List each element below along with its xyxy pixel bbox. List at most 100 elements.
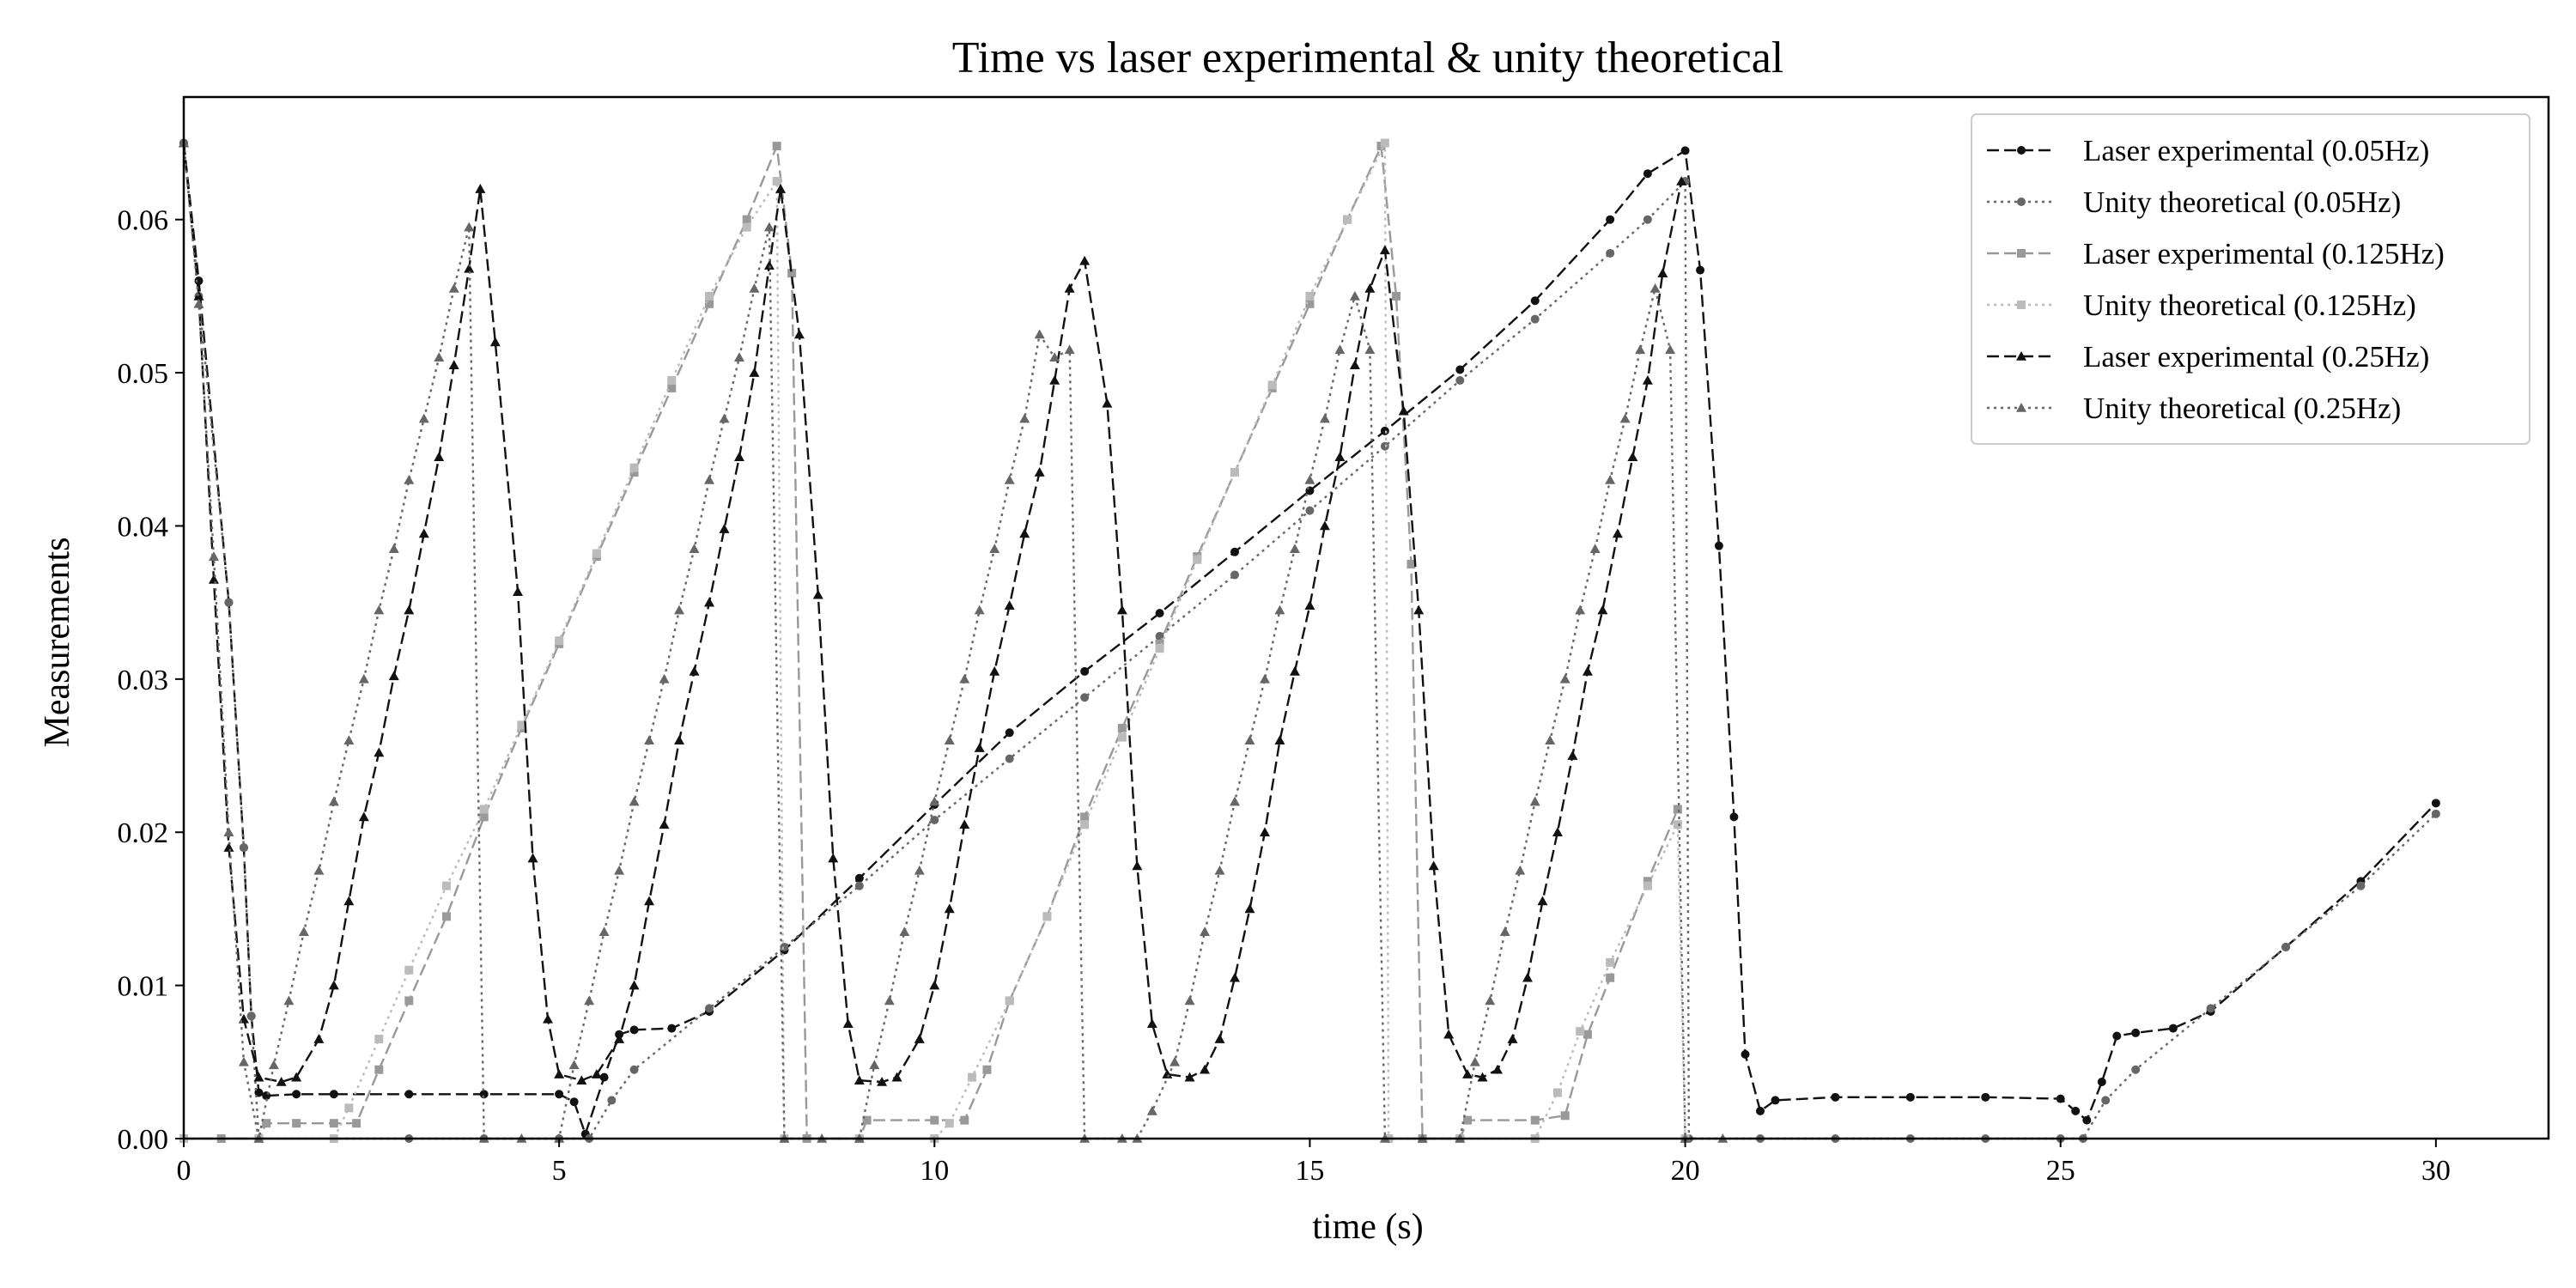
- data-point: [1184, 995, 1195, 1005]
- data-point: [1589, 544, 1601, 554]
- data-point: [442, 912, 451, 921]
- x-tick-label: 25: [2046, 1155, 2075, 1187]
- data-point: [854, 873, 864, 883]
- data-point: [246, 1012, 256, 1021]
- data-point: [1230, 547, 1239, 556]
- data-point: [2356, 881, 2366, 890]
- x-tick-label: 10: [920, 1155, 949, 1187]
- x-axis-label: time (s): [1312, 1207, 1423, 1247]
- data-point: [772, 142, 781, 151]
- legend-marker: [2016, 351, 2026, 361]
- series-5: [179, 137, 1687, 1086]
- data-point: [569, 1097, 579, 1107]
- data-point: [914, 865, 925, 875]
- y-tick-label: 0.01: [118, 971, 169, 1003]
- data-point: [1729, 812, 1739, 822]
- data-point: [283, 995, 295, 1005]
- data-point: [1413, 605, 1425, 615]
- data-point: [930, 815, 939, 824]
- data-point: [1627, 452, 1638, 461]
- data-point: [1406, 560, 1416, 569]
- data-point: [479, 805, 489, 814]
- data-point: [464, 222, 475, 232]
- data-point: [598, 927, 610, 936]
- data-point: [388, 544, 399, 554]
- data-point: [644, 896, 655, 906]
- data-point: [629, 468, 639, 477]
- legend-label: Laser experimental (0.125Hz): [2083, 237, 2445, 270]
- data-point: [313, 865, 325, 875]
- legend-entry: Unity theoretical (0.25Hz): [1987, 392, 2401, 425]
- data-point: [1597, 605, 1608, 615]
- data-point: [2097, 1077, 2106, 1086]
- data-point: [1643, 881, 1652, 890]
- data-point: [2101, 1096, 2111, 1105]
- legend-label: Unity theoretical (0.125Hz): [2083, 289, 2416, 322]
- x-tick-label: 5: [552, 1155, 567, 1187]
- data-point: [1492, 1064, 1503, 1074]
- data-point: [517, 720, 526, 730]
- data-point: [1665, 344, 1676, 355]
- data-point: [448, 360, 459, 369]
- data-point: [374, 1035, 384, 1044]
- data-point: [1643, 215, 1652, 224]
- data-point: [968, 1072, 976, 1082]
- data-point: [1567, 750, 1578, 760]
- data-point: [479, 812, 489, 822]
- data-point: [1193, 555, 1202, 564]
- data-point: [704, 474, 714, 484]
- data-point: [1552, 1088, 1562, 1097]
- data-point: [914, 1034, 925, 1043]
- series-5-line: [182, 143, 1683, 1084]
- data-point: [1515, 865, 1526, 875]
- data-point: [1530, 314, 1540, 324]
- data-point: [854, 1075, 865, 1085]
- data-point: [1042, 912, 1052, 921]
- data-point: [1305, 291, 1315, 301]
- data-point: [1259, 673, 1270, 683]
- data-point: [1049, 352, 1060, 362]
- data-point: [1380, 138, 1389, 148]
- data-point: [442, 881, 451, 890]
- data-point: [719, 413, 730, 423]
- data-point: [667, 376, 677, 386]
- data-point: [1635, 344, 1646, 355]
- data-point: [404, 1090, 414, 1099]
- data-point: [1117, 723, 1127, 732]
- data-point: [1289, 665, 1300, 676]
- data-point: [1463, 1115, 1473, 1125]
- data-point: [1184, 1072, 1195, 1082]
- data-point: [1499, 927, 1510, 936]
- data-point: [1905, 1092, 1915, 1102]
- axes-layer: 0 5 10 15 20 25 30 0.00 0.01 0.02 0.03 0.04 0.05 0.06: [118, 95, 2550, 1187]
- data-point: [772, 177, 781, 186]
- data-point: [644, 735, 655, 745]
- data-point: [329, 1090, 338, 1099]
- y-tick-label: 0.05: [118, 358, 169, 390]
- data-point: [854, 881, 864, 890]
- data-point: [1004, 600, 1015, 611]
- data-point: [1034, 467, 1045, 477]
- data-point: [1080, 666, 1090, 676]
- data-point: [1380, 426, 1389, 435]
- data-point: [705, 299, 714, 308]
- data-point: [418, 413, 429, 423]
- data-point: [674, 735, 685, 745]
- y-tick-label: 0.03: [118, 665, 169, 696]
- data-point: [576, 1075, 587, 1085]
- data-point: [1529, 796, 1540, 806]
- data-point: [1214, 1034, 1225, 1043]
- data-point: [2281, 943, 2290, 952]
- data-point: [328, 980, 339, 990]
- data-point: [929, 796, 940, 806]
- data-point: [787, 269, 797, 278]
- data-point: [1005, 996, 1014, 1005]
- data-point: [479, 1090, 489, 1099]
- data-point: [1334, 344, 1346, 355]
- data-point: [224, 598, 234, 607]
- data-point: [733, 452, 744, 461]
- data-point: [1117, 732, 1127, 742]
- data-point: [1379, 245, 1390, 255]
- data-point: [1274, 605, 1285, 615]
